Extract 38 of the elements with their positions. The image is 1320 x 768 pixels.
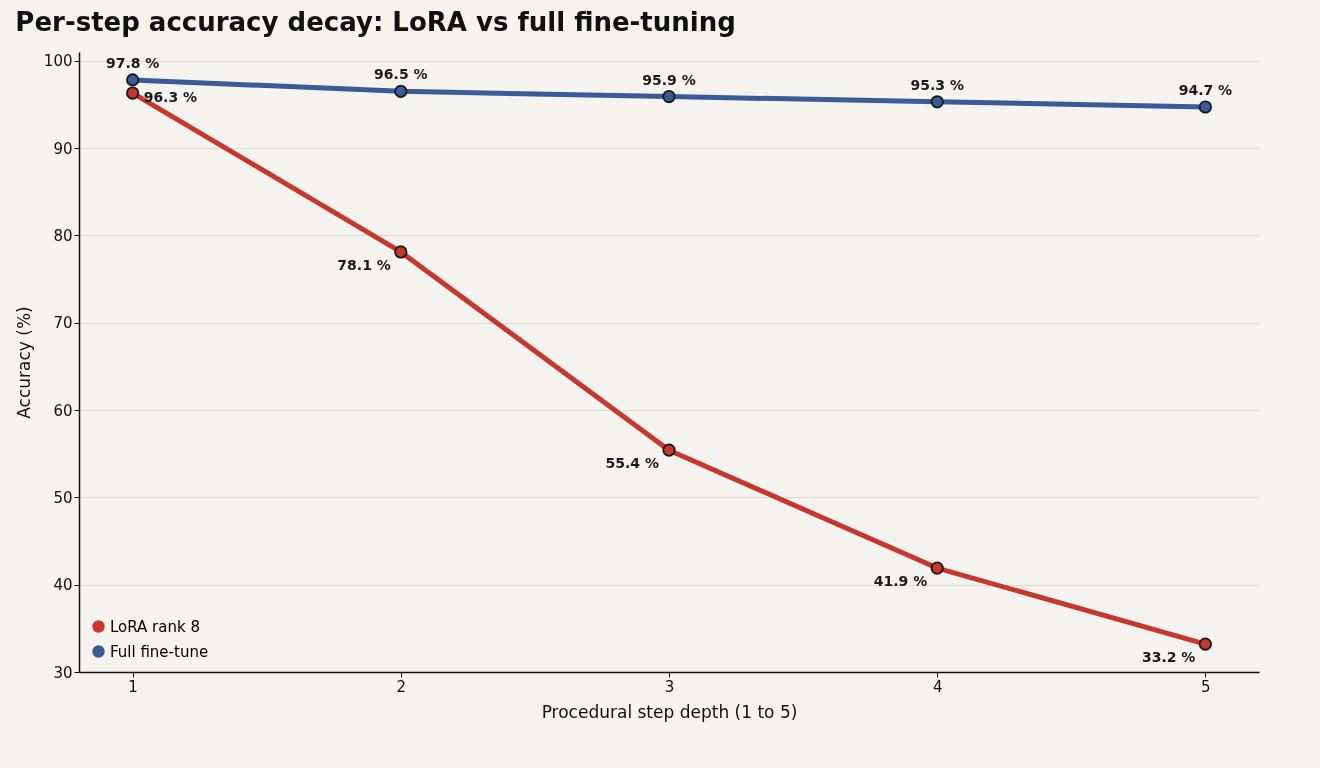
point [394, 84, 408, 98]
data-label: 95.3 % [910, 76, 964, 93]
x-tick-label: 5 [1201, 677, 1211, 696]
point [930, 95, 944, 109]
y-axis-title: Accuracy (%) [13, 306, 34, 419]
y-tick-label: 40 [53, 576, 73, 595]
data-label: 96.3 % [143, 89, 198, 106]
data-label: 78.1 % [337, 256, 391, 273]
x-tick-label: 1 [128, 677, 138, 696]
x-tick-label: 3 [664, 677, 675, 696]
y-tick-label: 60 [53, 401, 73, 420]
point [394, 245, 408, 259]
point [662, 443, 676, 457]
y-tick-label: 30 [53, 663, 73, 682]
data-label: 97.8 % [105, 54, 160, 71]
y-tick-label: 50 [53, 488, 73, 507]
x-tick-label: 4 [932, 677, 943, 696]
y-tick-label: 90 [53, 139, 73, 158]
point [1198, 100, 1212, 114]
legend-label: LoRA rank 8 [110, 617, 200, 636]
point [1198, 637, 1212, 651]
data-label: 94.7 % [1178, 82, 1233, 99]
chart-title: Per-step accuracy decay: LoRA vs full fine-tuning [15, 7, 736, 37]
legend-label: Full fine-tune [110, 642, 209, 661]
data-label: 33.2 % [1141, 649, 1196, 666]
data-label: 95.9 % [642, 71, 696, 88]
data-label: 41.9 % [873, 573, 928, 590]
point [930, 561, 944, 575]
point [662, 89, 676, 104]
point [126, 73, 140, 87]
data-label: 96.5 % [374, 66, 428, 83]
x-tick-label: 2 [396, 677, 407, 696]
y-tick-label: 70 [53, 314, 73, 333]
data-label: 55.4 % [605, 455, 659, 472]
point [126, 86, 140, 100]
y-tick-label: 80 [53, 226, 73, 245]
x-axis-title: Procedural step depth (1 to 5) [541, 701, 798, 722]
y-tick-label: 100 [43, 52, 73, 71]
